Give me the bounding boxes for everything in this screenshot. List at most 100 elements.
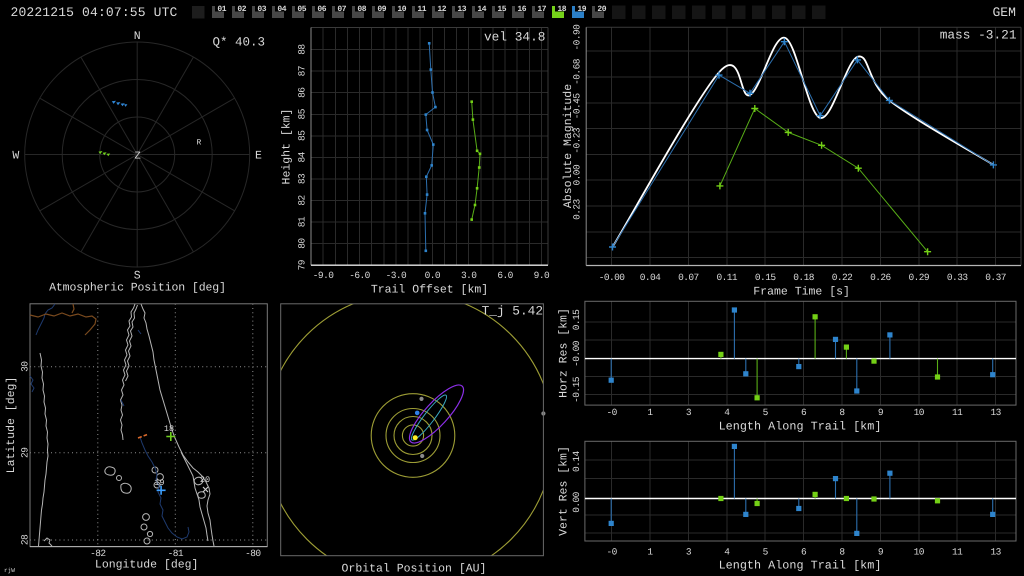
svg-text:-0.68: -0.68 [572, 58, 583, 85]
svg-text:9: 9 [878, 547, 884, 558]
svg-text:-0.45: -0.45 [572, 93, 583, 120]
svg-text:20: 20 [200, 475, 210, 485]
svg-text:0.37: 0.37 [985, 272, 1006, 283]
svg-text:11: 11 [952, 547, 963, 558]
svg-text:20221215 04:07:55 UTC: 20221215 04:07:55 UTC [11, 5, 178, 20]
svg-text:15: 15 [497, 5, 506, 14]
svg-text:4: 4 [724, 547, 730, 558]
svg-text:0.0: 0.0 [425, 270, 441, 281]
svg-text:0.33: 0.33 [947, 272, 968, 283]
svg-text:R: R [197, 139, 202, 148]
svg-text:6.0: 6.0 [497, 270, 513, 281]
svg-text:Absolute Magnitude: Absolute Magnitude [562, 84, 575, 208]
svg-text:12: 12 [437, 5, 446, 14]
svg-text:9.0: 9.0 [534, 270, 550, 281]
svg-text:-3.0: -3.0 [386, 270, 407, 281]
svg-text:-81: -81 [168, 548, 184, 559]
svg-text:0.18: 0.18 [793, 272, 814, 283]
svg-text:-0.00: -0.00 [571, 340, 582, 367]
svg-text:Q* 40.3: Q* 40.3 [213, 36, 266, 50]
svg-text:08: 08 [357, 5, 366, 14]
svg-text:0.00: 0.00 [571, 491, 582, 512]
svg-text:13: 13 [990, 547, 1001, 558]
svg-text:3: 3 [686, 547, 692, 558]
svg-text:5: 5 [763, 547, 769, 558]
svg-text:0.11: 0.11 [716, 272, 737, 283]
svg-text:0.04: 0.04 [640, 272, 661, 283]
svg-text:19: 19 [577, 5, 586, 14]
svg-text:N: N [134, 30, 141, 43]
svg-text:29: 29 [20, 447, 31, 458]
svg-text:28: 28 [20, 534, 31, 545]
svg-text:6: 6 [801, 547, 807, 558]
svg-text:Length Along Trail [km]: Length Along Trail [km] [719, 559, 882, 573]
svg-text:88: 88 [297, 44, 308, 55]
svg-text:6: 6 [801, 407, 807, 418]
svg-text:GEM: GEM [993, 5, 1016, 20]
svg-text:Atmospheric Position [deg]: Atmospheric Position [deg] [49, 282, 226, 295]
svg-text:1: 1 [647, 407, 653, 418]
svg-text:-0.23: -0.23 [572, 127, 583, 154]
svg-text:07: 07 [337, 5, 346, 14]
svg-text:rjW: rjW [4, 567, 15, 574]
svg-text:vel 34.8: vel 34.8 [484, 30, 545, 45]
svg-text:3.0: 3.0 [461, 270, 477, 281]
svg-text:Height [km]: Height [km] [281, 109, 294, 185]
svg-text:13: 13 [457, 5, 466, 14]
svg-text:80: 80 [297, 238, 308, 249]
svg-text:3: 3 [686, 407, 692, 418]
svg-text:85: 85 [297, 108, 308, 119]
svg-text:0.15: 0.15 [755, 272, 776, 283]
svg-text:-0: -0 [606, 407, 617, 418]
svg-text:85: 85 [297, 130, 308, 141]
svg-text:16: 16 [517, 5, 526, 14]
svg-text:05: 05 [297, 5, 306, 14]
svg-text:Longitude [deg]: Longitude [deg] [95, 559, 199, 572]
svg-text:Z: Z [135, 151, 141, 163]
svg-text:-0.15: -0.15 [571, 376, 582, 403]
svg-text:83: 83 [297, 173, 308, 184]
svg-text:19: 19 [154, 478, 164, 488]
svg-text:30: 30 [20, 361, 31, 372]
svg-text:Trail Offset [km]: Trail Offset [km] [371, 284, 488, 297]
svg-text:0.00: 0.00 [572, 164, 583, 185]
svg-text:9: 9 [878, 407, 884, 418]
svg-text:Horz Res [km]: Horz Res [km] [558, 308, 571, 398]
svg-text:4: 4 [724, 407, 730, 418]
svg-text:02: 02 [237, 5, 246, 14]
svg-text:-9.0: -9.0 [313, 270, 334, 281]
svg-text:0.07: 0.07 [678, 272, 699, 283]
svg-text:mass -3.21: mass -3.21 [940, 28, 1017, 43]
svg-text:Latitude [deg]: Latitude [deg] [5, 377, 18, 474]
svg-text:79: 79 [297, 259, 308, 270]
svg-text:14: 14 [477, 5, 486, 14]
svg-text:8: 8 [839, 407, 845, 418]
svg-text:0.29: 0.29 [908, 272, 929, 283]
svg-text:Vert Res [km]: Vert Res [km] [558, 446, 571, 536]
svg-text:Orbital Position [AU]: Orbital Position [AU] [342, 563, 487, 576]
svg-text:17: 17 [537, 5, 546, 14]
svg-text:86: 86 [297, 87, 308, 98]
svg-text:18: 18 [164, 424, 174, 434]
svg-text:5: 5 [763, 407, 769, 418]
svg-text:10: 10 [914, 407, 925, 418]
svg-text:10: 10 [397, 5, 406, 14]
svg-text:06: 06 [317, 5, 326, 14]
svg-text:11: 11 [952, 407, 963, 418]
svg-text:03: 03 [257, 5, 266, 14]
svg-text:09: 09 [377, 5, 386, 14]
svg-text:1: 1 [647, 547, 653, 558]
svg-text:18: 18 [557, 5, 566, 14]
svg-text:87: 87 [297, 66, 308, 76]
svg-text:E: E [255, 150, 262, 163]
svg-text:-0: -0 [606, 547, 617, 558]
svg-text:0.23: 0.23 [572, 198, 583, 219]
svg-text:T_j 5.42: T_j 5.42 [482, 304, 543, 319]
svg-text:84: 84 [297, 151, 308, 162]
svg-text:W: W [12, 150, 19, 163]
svg-text:-6.0: -6.0 [349, 270, 370, 281]
svg-text:0.15: 0.15 [571, 309, 582, 330]
svg-text:Length Along Trail [km]: Length Along Trail [km] [719, 420, 882, 434]
svg-text:13: 13 [990, 407, 1001, 418]
svg-text:Frame Time [s]: Frame Time [s] [753, 286, 850, 299]
